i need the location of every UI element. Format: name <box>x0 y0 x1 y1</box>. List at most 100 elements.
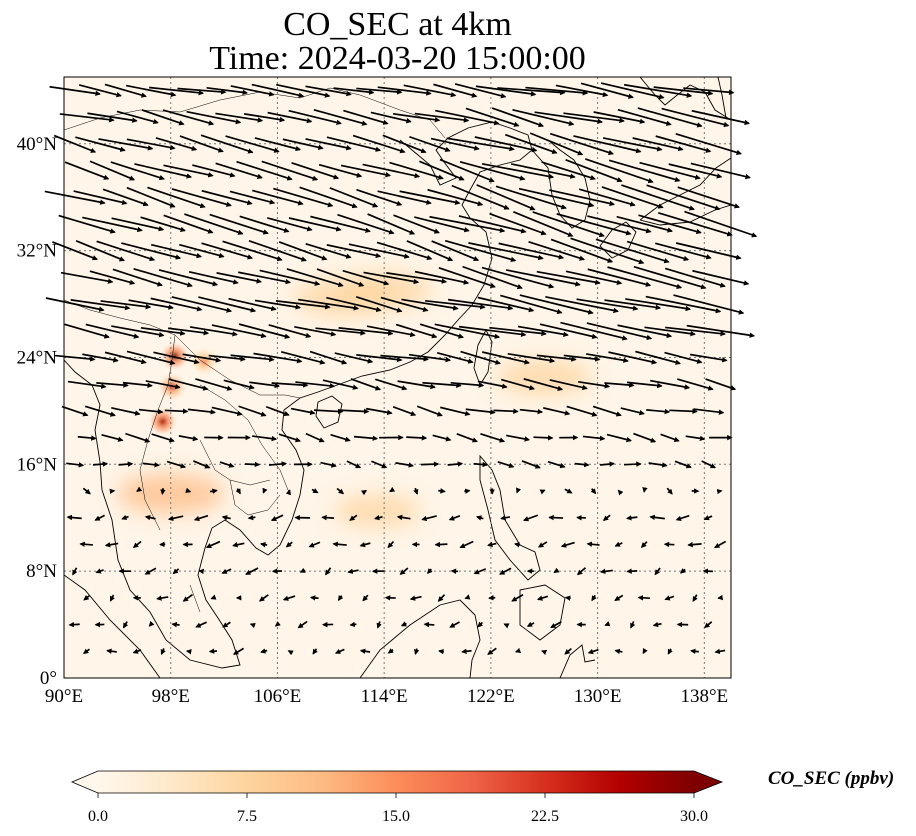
wind-arrow <box>340 164 391 178</box>
wind-arrow <box>305 85 352 97</box>
colorbar-label: CO_SEC (ppbv) <box>768 768 895 789</box>
wind-arrow <box>79 541 93 548</box>
wind-arrow <box>198 568 205 575</box>
wind-arrow <box>476 184 536 211</box>
wind-arrow <box>614 648 623 655</box>
wind-arrow <box>52 241 98 261</box>
wind-arrow <box>104 83 147 98</box>
wind-arrow <box>482 351 530 365</box>
wind-arrow <box>104 542 119 548</box>
wind-arrow <box>574 461 590 468</box>
wind-arrow <box>555 84 609 98</box>
wind-arrow <box>84 405 116 417</box>
wind-arrow <box>96 240 156 262</box>
colorbar-tick-label: 0.0 <box>88 808 108 825</box>
wind-arrow <box>149 86 205 96</box>
wind-arrow <box>229 190 276 205</box>
wind-arrow <box>151 433 175 443</box>
wind-arrow <box>587 648 599 655</box>
wind-arrow <box>675 133 742 156</box>
wind-arrow <box>121 514 129 520</box>
wind-arrow <box>321 514 335 521</box>
x-tick-label: 98°E <box>152 686 190 707</box>
wind-arrow <box>87 112 138 123</box>
wind-arrow <box>409 135 451 152</box>
wind-arrow <box>553 567 560 574</box>
wind-arrow <box>587 268 652 287</box>
wind-arrow <box>514 647 522 653</box>
wind-arrow <box>268 461 288 467</box>
wind-arrow <box>230 354 275 362</box>
wind-arrow <box>459 160 526 181</box>
wind-arrow <box>517 325 569 337</box>
wind-arrow <box>480 433 506 443</box>
y-tick-label: 0° <box>40 668 57 689</box>
wind-arrow <box>104 351 147 365</box>
wind-arrow <box>309 350 348 365</box>
wind-arrow <box>440 406 471 417</box>
wind-arrow <box>684 210 758 238</box>
wind-arrow <box>586 541 600 547</box>
wind-arrow <box>393 214 440 234</box>
wind-arrow <box>652 621 662 628</box>
x-tick-label: 90°E <box>45 686 83 707</box>
wind-arrow <box>541 649 548 656</box>
wind-arrow <box>295 381 336 389</box>
wind-arrow <box>297 620 308 629</box>
wind-arrow <box>586 353 629 363</box>
wind-arrow <box>419 160 465 181</box>
wind-arrow <box>343 109 389 125</box>
wind-arrow <box>166 460 187 469</box>
wind-arrow <box>580 82 634 99</box>
wind-arrow <box>286 268 344 288</box>
wind-arrow <box>236 160 293 181</box>
wind-arrow <box>189 326 238 337</box>
map-title: CO_SEC at 4km <box>283 6 512 43</box>
wind-arrow <box>338 327 394 336</box>
wind-arrow <box>525 86 589 96</box>
wind-arrow <box>623 83 693 98</box>
wind-arrow <box>533 435 554 441</box>
wind-arrow <box>239 215 290 233</box>
wind-arrow <box>649 514 665 521</box>
wind-arrow <box>549 379 588 391</box>
wind-arrow <box>245 461 261 468</box>
wind-arrow <box>693 408 725 415</box>
wind-arrow <box>82 216 143 233</box>
wind-arrow <box>600 82 665 100</box>
wind-arrow <box>219 461 235 468</box>
colorbar-tick-label: 30.0 <box>680 808 708 825</box>
wind-arrow <box>505 133 558 155</box>
wind-arrow <box>387 648 394 654</box>
wind-arrow <box>222 240 283 262</box>
wind-arrow <box>101 434 124 442</box>
wind-arrow <box>556 213 632 236</box>
wind-arrow <box>371 460 388 469</box>
wind-arrow <box>476 515 484 521</box>
wind-arrow <box>252 435 278 442</box>
wind-arrow <box>163 164 214 178</box>
y-tick-label: 24°N <box>17 347 58 368</box>
wind-arrow <box>653 86 714 96</box>
wind-arrow <box>337 213 395 235</box>
wind-arrow <box>352 134 406 154</box>
wind-arrow <box>692 269 750 286</box>
wind-arrow <box>359 541 371 548</box>
wind-arrow <box>222 621 231 628</box>
wind-arrow <box>274 621 281 627</box>
wind-arrow <box>576 298 639 311</box>
wind-arrow <box>444 239 517 262</box>
wind-arrow <box>75 136 126 152</box>
wind-arrow <box>276 83 331 98</box>
wind-arrow <box>260 648 268 654</box>
wind-arrow <box>518 187 595 208</box>
wind-arrow <box>701 460 716 469</box>
wind-arrow <box>592 405 622 417</box>
wind-arrow <box>111 217 165 232</box>
wind-arrow <box>601 186 664 209</box>
wind-arrow <box>153 351 200 365</box>
wind-arrow <box>604 621 611 627</box>
wind-arrow <box>532 211 605 238</box>
wind-arrow <box>549 189 615 207</box>
wind-arrow <box>547 460 566 469</box>
